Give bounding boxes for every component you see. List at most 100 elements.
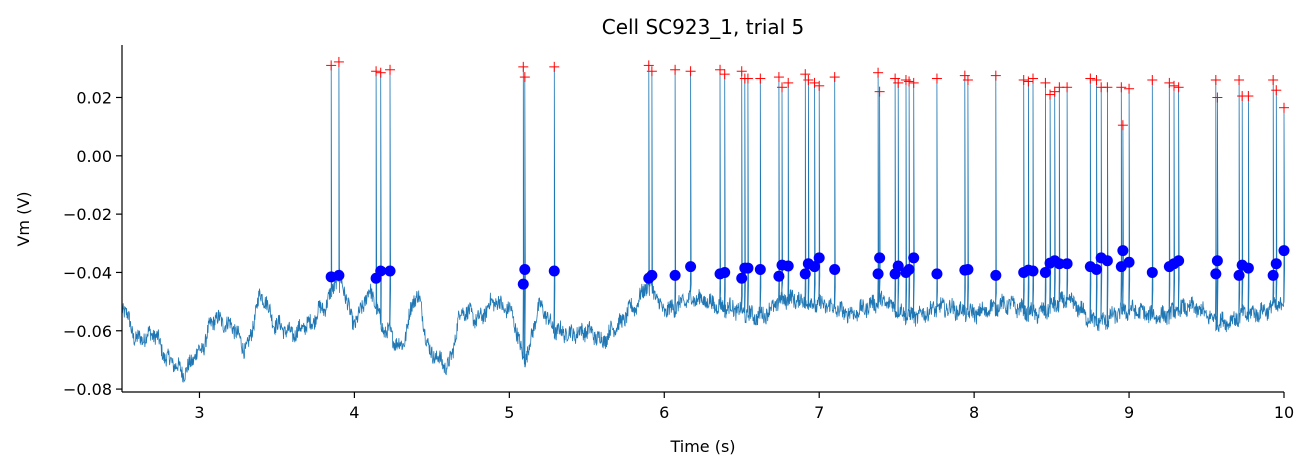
peak-marker xyxy=(1049,86,1060,97)
peak-marker xyxy=(1018,74,1029,85)
peak-marker xyxy=(333,56,344,67)
peak-marker xyxy=(904,76,915,87)
peak-marker xyxy=(742,73,753,84)
threshold-point xyxy=(1210,268,1222,280)
peak-marker xyxy=(375,67,386,78)
threshold-point xyxy=(1146,266,1158,278)
x-tick-label: 4 xyxy=(349,403,359,422)
threshold-point xyxy=(908,252,920,264)
peak-marker xyxy=(777,82,788,93)
peak-marker xyxy=(385,64,396,75)
peak-marker xyxy=(1168,80,1179,91)
peak-marker xyxy=(1091,74,1102,85)
peak-marker xyxy=(685,66,696,77)
peak-marker xyxy=(1147,74,1158,85)
peak-marker xyxy=(783,77,794,88)
threshold-point xyxy=(782,260,794,272)
peak-marker xyxy=(670,64,681,75)
threshold-point xyxy=(903,264,915,276)
peak-marker xyxy=(755,73,766,84)
threshold-point xyxy=(1117,245,1129,257)
peak-marker xyxy=(908,77,919,88)
threshold-point xyxy=(375,265,387,277)
peak-marker xyxy=(1243,91,1254,102)
peak-marker xyxy=(326,60,337,71)
peak-marker xyxy=(931,73,942,84)
threshold-point xyxy=(990,269,1002,281)
threshold-point xyxy=(809,261,821,273)
threshold-point xyxy=(1278,245,1290,257)
peak-marker xyxy=(814,80,825,91)
x-tick-label: 8 xyxy=(969,403,979,422)
x-tick-label: 3 xyxy=(194,403,204,422)
y-tick-label: 0.02 xyxy=(76,88,112,107)
threshold-point xyxy=(1233,269,1245,281)
peak-marker xyxy=(1023,76,1034,87)
peak-marker xyxy=(1117,120,1128,131)
peak-marker xyxy=(962,74,973,85)
threshold-point xyxy=(685,261,697,273)
threshold-point xyxy=(1039,266,1051,278)
threshold-point xyxy=(874,252,886,264)
peak-marker xyxy=(518,61,529,72)
peak-marker xyxy=(643,60,654,71)
peak-marker xyxy=(1124,83,1135,94)
peak-marker xyxy=(1173,82,1184,93)
threshold-point xyxy=(1211,255,1223,267)
peak-marker xyxy=(1045,89,1056,100)
threshold-point xyxy=(892,260,904,272)
threshold-point xyxy=(646,269,658,281)
peak-marker xyxy=(1062,82,1073,93)
threshold-point xyxy=(548,265,560,277)
plot-area xyxy=(121,56,1290,383)
threshold-point xyxy=(773,270,785,282)
threshold-point xyxy=(1267,269,1279,281)
y-tick-label: −0.08 xyxy=(63,380,112,399)
peak-marker xyxy=(1116,82,1127,93)
spike-peak-markers xyxy=(326,56,1289,131)
threshold-point xyxy=(519,264,531,276)
peak-marker xyxy=(1212,92,1223,103)
peak-marker xyxy=(1210,74,1221,85)
peak-marker xyxy=(715,64,726,75)
chart-title: Cell SC923_1, trial 5 xyxy=(602,15,805,39)
x-tick-label: 5 xyxy=(504,403,514,422)
threshold-point xyxy=(517,278,529,290)
peak-marker xyxy=(371,66,382,77)
peak-marker xyxy=(893,77,904,88)
peak-marker xyxy=(646,66,657,77)
peak-marker xyxy=(719,69,730,80)
threshold-point xyxy=(1053,258,1065,270)
peak-marker xyxy=(1085,73,1096,84)
peak-marker xyxy=(1271,85,1282,96)
x-tick-label: 10 xyxy=(1274,403,1294,422)
y-tick-label: −0.06 xyxy=(63,322,112,341)
spike-threshold-markers xyxy=(325,245,1290,290)
peak-marker xyxy=(829,72,840,83)
peak-marker xyxy=(1234,74,1245,85)
peak-marker xyxy=(803,74,814,85)
peak-marker xyxy=(873,67,884,78)
trace-line xyxy=(121,61,1286,383)
threshold-point xyxy=(799,268,811,280)
x-axis-label: Time (s) xyxy=(669,437,735,456)
peak-marker xyxy=(1268,74,1279,85)
voltage-trace xyxy=(121,61,1286,383)
peak-marker xyxy=(809,77,820,88)
peak-marker xyxy=(800,69,811,80)
peak-marker xyxy=(1164,77,1175,88)
peak-marker xyxy=(1102,82,1113,93)
peak-marker xyxy=(519,72,530,83)
threshold-point xyxy=(1091,264,1103,276)
threshold-point xyxy=(872,268,884,280)
peak-marker xyxy=(1279,102,1289,113)
threshold-point xyxy=(384,265,396,277)
peak-marker xyxy=(874,86,885,97)
threshold-point xyxy=(1242,262,1254,274)
y-tick-label: −0.02 xyxy=(63,205,112,224)
y-axis-label: Vm (V) xyxy=(14,191,33,246)
threshold-point xyxy=(742,262,754,274)
peak-marker xyxy=(736,66,747,77)
threshold-point xyxy=(931,268,943,280)
